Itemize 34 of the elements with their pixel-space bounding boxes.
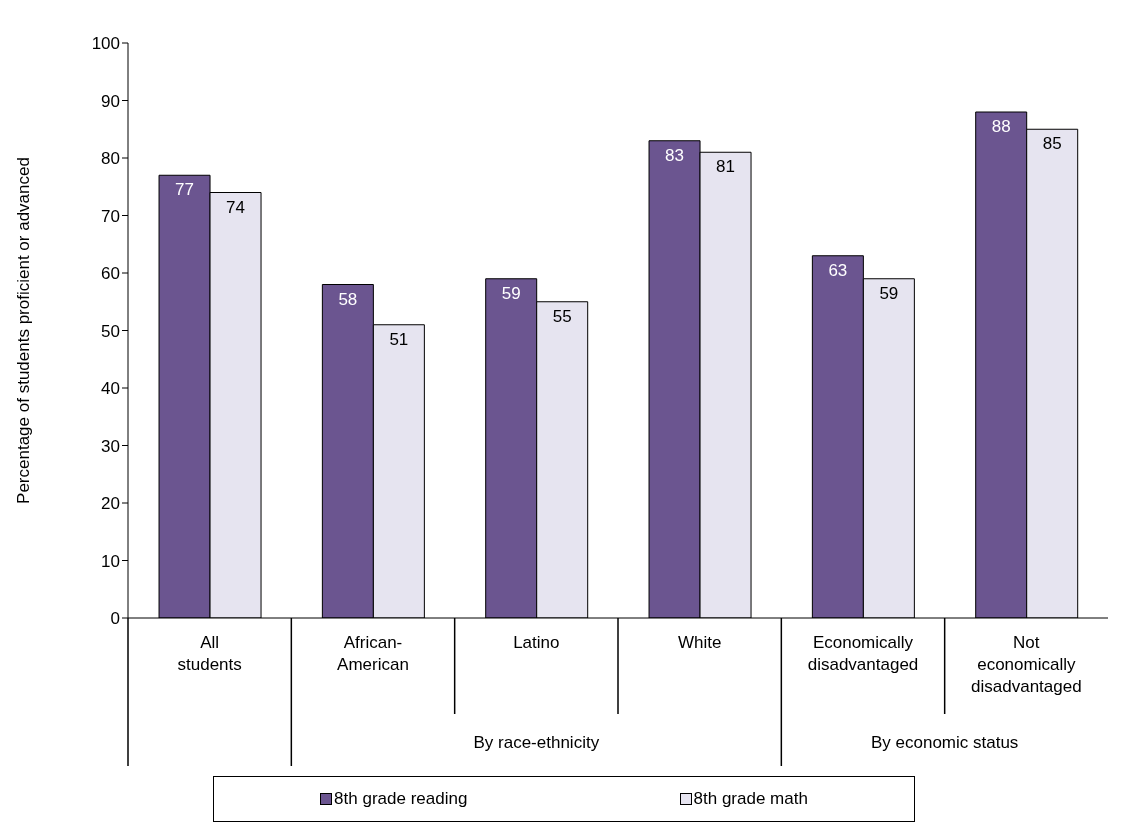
data-label: 85 [1042, 134, 1062, 154]
text: By economic status [870, 733, 1019, 752]
legend-label: 8th grade reading [333, 789, 468, 809]
data-label: 74 [226, 197, 245, 217]
x-tick-label: African-American [337, 633, 409, 674]
x-tick-label: Economically disadvantaged [807, 633, 919, 674]
x-tick-label: Not economically disadvantaged [971, 633, 1082, 696]
y-tick-label: 20 [101, 494, 120, 514]
y-tick-label: 50 [101, 321, 120, 341]
y-tick-label: 40 [101, 379, 120, 399]
text: By race-ethnicity [473, 733, 600, 752]
y-tick-label: 70 [101, 206, 120, 226]
data-label: 55 [552, 306, 572, 326]
data-label: 51 [389, 329, 409, 349]
x-tick-label: All students [177, 633, 242, 674]
legend-label: 8th grade math [692, 789, 808, 809]
data-label: 63 [828, 260, 848, 280]
y-tick-label: 80 [101, 149, 120, 169]
y-tick-label: 90 [101, 91, 120, 111]
y-axis-title: Percentage of students proficient or advanced [14, 157, 34, 504]
y-tick-label: 10 [101, 551, 120, 571]
data-label: 59 [501, 283, 521, 303]
x-tick-label: White [677, 633, 722, 652]
y-tick-label: 60 [101, 264, 120, 284]
data-label: 77 [175, 180, 194, 200]
y-tick-label: 100 [91, 34, 120, 54]
data-label: 58 [338, 289, 358, 309]
y-tick-label: 30 [101, 436, 120, 456]
data-label: 88 [991, 117, 1011, 137]
data-label: 59 [879, 283, 899, 303]
data-label: 83 [665, 145, 684, 165]
data-label: 81 [716, 157, 735, 177]
x-tick-label: Latino [513, 633, 560, 652]
y-tick-label: 0 [110, 609, 120, 629]
